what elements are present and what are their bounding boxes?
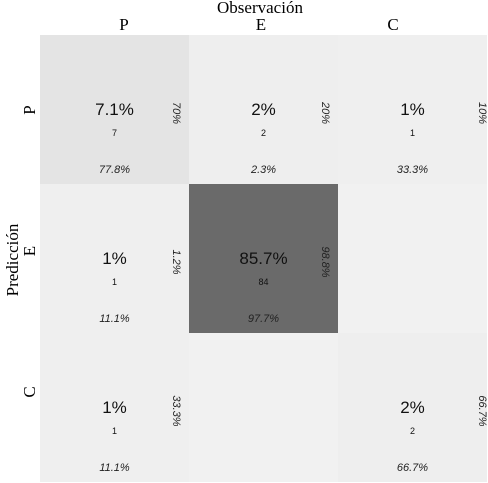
matrix-cell: 2% 2 66.7% 66.7% xyxy=(338,333,488,482)
column-label-p: P xyxy=(119,15,129,34)
cell-column-percent: 11.1% xyxy=(99,462,130,474)
x-axis-title: Observación xyxy=(217,0,303,17)
matrix-cell: 1% 1 33.3% 10% xyxy=(338,35,488,184)
cell-column-percent: 33.3% xyxy=(396,164,429,176)
row-label-c: C xyxy=(20,386,39,398)
cell-row-percent: 70% xyxy=(170,101,182,125)
confusion-matrix: 7.1% 7 77.8% 70% 2% 2 2.3% 20% 1% 1 33.3% 10% 1% 1 11.… xyxy=(40,35,488,483)
matrix-cell: 1% 1 11.1% 33.3% xyxy=(40,333,189,482)
row-label-p: P xyxy=(20,105,39,115)
matrix-cell: 85.7% 84 97.7% 98.8% xyxy=(189,184,338,333)
cell-column-percent: 11.1% xyxy=(99,313,130,325)
cell-column-percent: 2.3% xyxy=(250,164,277,176)
cell-percent: 1% xyxy=(102,249,127,268)
cell-percent: 7.1% xyxy=(95,100,134,119)
cell-percent: 2% xyxy=(251,100,276,119)
matrix-cell: 1% 1 11.1% 1.2% xyxy=(40,184,189,333)
cell-count: 2 xyxy=(260,128,266,138)
column-label-e: E xyxy=(255,15,267,34)
cell-count: 1 xyxy=(409,128,415,138)
cell-row-percent: 66.7% xyxy=(476,395,488,427)
cell-row-percent: 20% xyxy=(319,101,331,125)
cell-row-percent: 33.3% xyxy=(170,395,182,427)
cell-row-percent: 1.2% xyxy=(170,249,182,275)
cell-column-percent: 77.8% xyxy=(98,164,131,176)
row-label-e: E xyxy=(20,245,39,257)
matrix-cell: 2% 2 2.3% 20% xyxy=(189,35,338,184)
cell-percent: 1% xyxy=(102,398,127,417)
matrix-cell: 7.1% 7 77.8% 70% xyxy=(40,35,189,184)
cell-count: 1 xyxy=(111,277,117,287)
matrix-cell xyxy=(189,333,338,482)
cell-percent: 2% xyxy=(400,398,425,417)
cell-count: 84 xyxy=(258,277,269,287)
cell-count: 1 xyxy=(111,426,117,436)
cell-row-percent: 98.8% xyxy=(319,246,331,278)
column-label-c: C xyxy=(387,15,399,34)
cell-row-percent: 10% xyxy=(476,101,488,125)
cell-percent: 1% xyxy=(400,100,425,119)
matrix-cell xyxy=(338,184,487,333)
y-axis-title: Predicción xyxy=(3,223,22,297)
cell-column-percent: 66.7% xyxy=(396,462,429,474)
cell-count: 7 xyxy=(111,128,117,138)
cell-count: 2 xyxy=(409,426,415,436)
cell-column-percent: 97.7% xyxy=(247,313,280,325)
cell-percent: 85.7% xyxy=(239,249,288,268)
